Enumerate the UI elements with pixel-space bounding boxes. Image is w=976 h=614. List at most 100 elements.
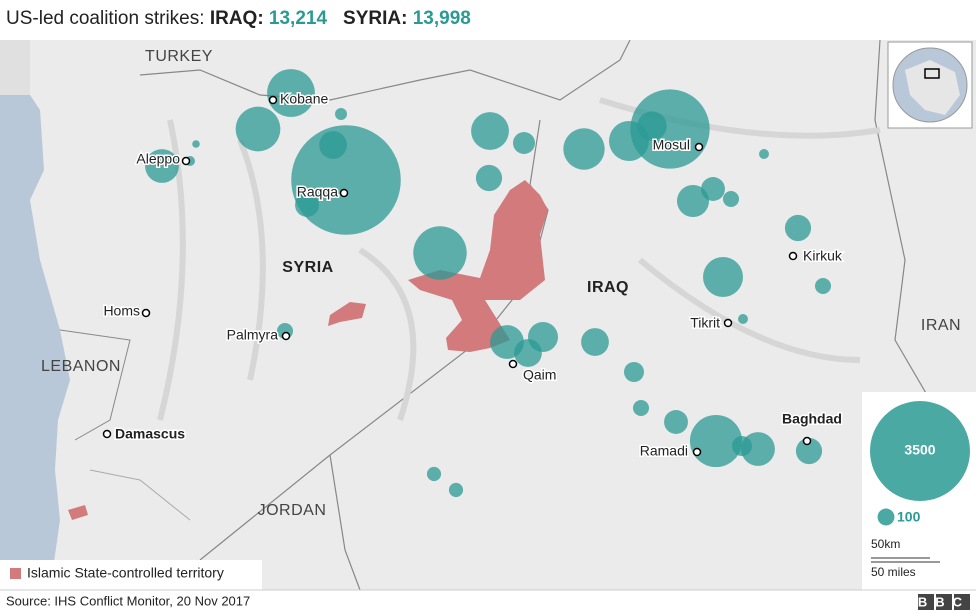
relief <box>157 97 881 421</box>
strike-bubble <box>475 164 503 192</box>
city-dot <box>181 156 191 166</box>
city-dot <box>694 142 704 152</box>
territory-legend <box>0 560 262 590</box>
strike-bubble <box>295 193 319 217</box>
iraq-total: 13,214 <box>269 8 328 29</box>
globe-land <box>905 60 960 115</box>
territory-legend-label: Islamic State-controlled territory <box>27 565 224 581</box>
strike-bubble <box>471 112 509 150</box>
city-label: Kobane <box>280 91 328 107</box>
legend-value: 3500 <box>904 442 935 458</box>
country-label: TURKEY <box>145 48 213 65</box>
border <box>329 454 361 591</box>
city-dot <box>802 436 812 446</box>
strike-bubble <box>632 399 650 417</box>
country-label: LEBANON <box>41 358 121 375</box>
cyprus-area <box>0 40 30 95</box>
city-label: Mosul <box>653 137 690 153</box>
syria-total: 13,998 <box>413 8 471 29</box>
territory-area <box>328 302 366 326</box>
strike-bubble <box>689 414 743 468</box>
strike-bubble <box>563 128 605 170</box>
strike-bubble <box>722 190 740 208</box>
legend-bubble <box>870 401 970 501</box>
inset-locator <box>887 41 973 129</box>
strike-bubble <box>701 177 725 201</box>
legend-value: 100 <box>897 509 921 525</box>
city-dot <box>268 95 278 105</box>
border <box>139 39 631 101</box>
city-dot <box>102 429 112 439</box>
source: Source: IHS Conflict Monitor, 20 Nov 201… <box>6 593 250 608</box>
strike-bubble <box>784 214 812 242</box>
strike-bubble <box>235 106 281 152</box>
country-label: IRAN <box>921 317 961 334</box>
strike-bubble <box>267 69 315 117</box>
scale-miles: 50 miles <box>871 565 916 579</box>
strike-bubble <box>426 466 442 482</box>
title-text: US-led coalition strikes: <box>6 8 205 29</box>
strike-bubble <box>759 149 769 159</box>
city-dot <box>508 359 518 369</box>
country-label: IRAQ <box>587 279 629 296</box>
city-label: Qaim <box>523 367 556 383</box>
strike-bubble <box>676 184 710 218</box>
logo-text: BBC <box>918 594 970 609</box>
strike-bubble <box>319 131 347 159</box>
city-label: Baghdad <box>782 411 842 427</box>
strike-bubble <box>814 277 832 295</box>
strike-bubble <box>512 131 536 155</box>
strike-bubble <box>413 226 467 280</box>
scale-km: 50km <box>871 537 900 551</box>
city-dot <box>723 318 733 328</box>
strike-bubble <box>624 362 644 382</box>
strike-bubble <box>145 149 179 183</box>
sea <box>0 40 70 590</box>
city-label: Tikrit <box>690 315 720 331</box>
city-label: Damascus <box>115 426 185 442</box>
inset-box <box>924 68 940 79</box>
strike-bubble <box>514 339 542 367</box>
labels: TURKEY SYRIA IRAQ IRAN LEBANON JORDAN Kobane Al… <box>41 48 961 519</box>
country-label: JORDAN <box>258 502 327 519</box>
city-label: Aleppo <box>136 151 180 167</box>
logo-block <box>954 594 970 610</box>
strike-bubble <box>741 432 775 466</box>
border <box>59 329 131 441</box>
territory-swatch <box>10 568 21 579</box>
city-label: Homs <box>103 303 140 319</box>
logo: BBC <box>918 594 970 610</box>
is-territory <box>68 180 548 520</box>
country-label: SYRIA <box>282 259 333 276</box>
strike-bubble <box>581 328 609 356</box>
city-dot <box>339 188 349 198</box>
strike-bubble <box>637 111 667 141</box>
city-dot <box>692 447 702 457</box>
strike-bubble <box>630 89 710 169</box>
city-dot <box>788 251 798 261</box>
legend-bubble <box>877 508 895 526</box>
strike-bubble <box>795 437 823 465</box>
strike-bubble <box>448 482 464 498</box>
title-syria: SYRIA: <box>343 8 407 29</box>
strike-bubble <box>192 140 200 148</box>
city-label: Ramadi <box>640 443 688 459</box>
territory-area <box>68 505 88 520</box>
title-bar <box>0 0 976 40</box>
city-label: Raqqa <box>297 184 338 200</box>
strike-bubble <box>335 108 347 120</box>
logo-block <box>918 594 934 610</box>
strike-bubble <box>703 257 743 297</box>
strike-bubble <box>738 314 748 324</box>
strike-bubble <box>664 410 688 434</box>
city-label: Kirkuk <box>803 248 843 264</box>
strike-bubbles <box>145 69 832 498</box>
city-label: Palmyra <box>227 327 279 343</box>
title: US-led coalition strikes: IRAQ: 13,214 SY… <box>6 8 471 29</box>
logo-block <box>936 594 952 610</box>
city-dot <box>281 331 291 341</box>
city-dot <box>141 308 151 318</box>
title-iraq: IRAQ: <box>210 8 264 29</box>
territory-area <box>408 180 548 352</box>
